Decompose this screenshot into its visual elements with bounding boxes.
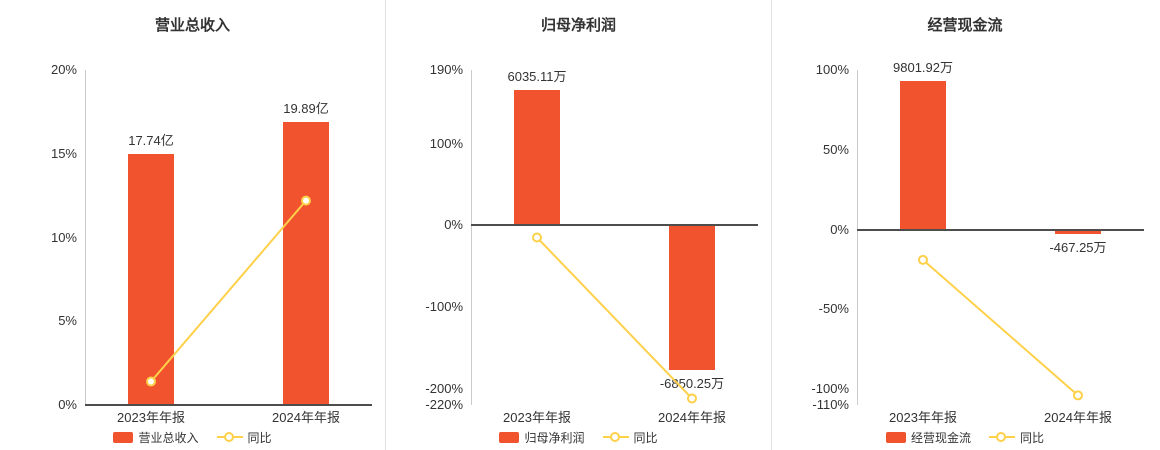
y-tick-label: 0% (58, 397, 77, 412)
y-tick-label: 190% (429, 62, 463, 77)
legend-item-bar-series: 营业总收入 (113, 429, 199, 446)
y-axis-line (471, 70, 472, 405)
bar-value-label: -6850.25万 (659, 375, 725, 391)
y-tick-label: -110% (812, 397, 849, 412)
y-tick-label: -200% (425, 380, 463, 396)
bar-value-label: 17.74亿 (128, 132, 174, 148)
x-category-label: 2024年年报 (272, 410, 340, 425)
x-category-label: 2023年年报 (117, 410, 185, 425)
zero-axis-line (857, 228, 1144, 231)
y-tick-label: 0% (830, 221, 849, 237)
x-category-label: 2023年年报 (503, 410, 571, 425)
legend-label-yoy: 同比 (1020, 430, 1045, 445)
zero-axis-line (85, 404, 372, 406)
chart-title: 经营现金流 (927, 17, 1003, 34)
x-category-label: 2024年年报 (658, 410, 726, 425)
bar-value-label: -467.25万 (1049, 240, 1107, 256)
legend-label-bar-series: 经营现金流 (910, 430, 971, 445)
chart-title: 归母净利润 (540, 17, 616, 34)
bar-2 (282, 121, 329, 405)
legend-item-bar-series: 归母净利润 (499, 429, 585, 446)
bar-1 (514, 90, 560, 226)
y-tick-label: -50% (818, 301, 849, 317)
bar-2 (1054, 229, 1101, 235)
yoy-line-swatch-icon (216, 431, 243, 443)
yoy-line-swatch-icon (989, 431, 1015, 443)
x-category-label: 2024年年报 (1044, 410, 1112, 425)
bar-1 (128, 153, 174, 405)
y-tick-label: 100% (815, 62, 849, 77)
y-tick-label: -220% (425, 397, 463, 412)
legend-item-bar-series: 经营现金流 (885, 429, 971, 446)
y-tick-label: 5% (58, 313, 77, 329)
legend-item-yoy: 同比 (216, 429, 272, 446)
y-tick-label: 10% (50, 229, 77, 245)
chart-title: 营业总收入 (154, 17, 230, 34)
bar-1 (900, 81, 946, 230)
y-tick-label: -100% (811, 381, 849, 397)
chart-panel-1: 营业总收入 20% 15% 10% 5% 0% 17.74亿 2023年年报 19.89亿 202… (0, 0, 386, 450)
y-tick-label: -100% (425, 298, 463, 314)
yoy-marker (918, 254, 929, 265)
yoy-line (922, 259, 1079, 397)
legend-item-yoy: 同比 (602, 429, 658, 446)
yoy-marker (686, 393, 697, 404)
chart-panel-3: 经营现金流 100% 50% 0% -50% -100% -110% 9801.92万 2023… (772, 0, 1158, 450)
y-axis-line (85, 70, 86, 405)
bar-series-swatch-icon (499, 431, 520, 443)
yoy-marker (532, 232, 543, 243)
chart-panel-2: 归母净利润 190% 100% 0% -100% -200% -220% 6035.11万 20… (386, 0, 772, 450)
x-category-label: 2023年年报 (889, 410, 957, 425)
chart-legend: 经营现金流 同比 (772, 429, 1158, 445)
y-axis-line (857, 70, 858, 405)
yoy-swatch-circle (223, 432, 234, 442)
legend-label-bar-series: 营业总收入 (138, 430, 199, 445)
y-tick-label: 0% (444, 217, 463, 233)
legend-label-yoy: 同比 (247, 430, 272, 445)
legend-label-bar-series: 归母净利润 (524, 430, 585, 445)
legend-item-yoy: 同比 (989, 429, 1044, 446)
bar-series-swatch-icon (885, 431, 906, 443)
bar-value-label: 19.89亿 (283, 100, 329, 116)
yoy-line-swatch-icon (602, 431, 629, 443)
bar-value-label: 6035.11万 (507, 69, 567, 85)
yoy-swatch-circle (996, 432, 1006, 442)
bar-series-swatch-icon (113, 431, 134, 443)
bar-2 (668, 225, 715, 370)
y-tick-label: 100% (429, 135, 463, 151)
zero-axis-line (471, 224, 758, 227)
y-tick-label: 20% (50, 62, 77, 77)
yoy-swatch-circle (609, 432, 620, 442)
y-tick-label: 50% (822, 141, 849, 157)
chart-legend: 归母净利润 同比 (386, 429, 771, 445)
yoy-marker (1072, 390, 1083, 401)
chart-legend: 营业总收入 同比 (0, 429, 385, 445)
legend-label-yoy: 同比 (633, 430, 658, 445)
bar-value-label: 9801.92万 (893, 60, 953, 76)
y-tick-label: 15% (50, 145, 77, 161)
